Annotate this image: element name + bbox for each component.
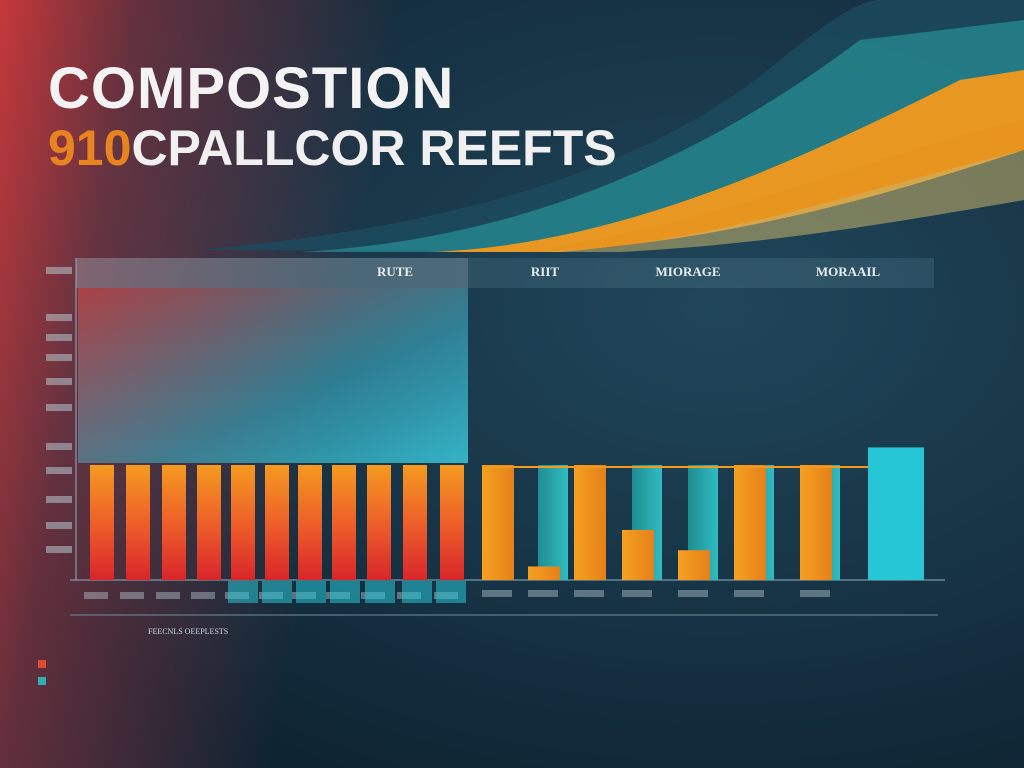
header-label: MIORAGE [656,264,721,279]
legend-item [38,673,698,689]
x-tick-label [191,592,215,599]
bar-base-highlight [228,581,258,603]
bar-left [197,465,221,580]
y-tick-label [46,404,72,411]
legend [38,656,698,690]
bar-right-orange [482,465,514,580]
bar-right-orange [528,566,560,580]
bar-left [332,465,356,580]
bar-base-highlight [365,581,395,603]
bar-left [403,465,427,580]
x-tick-label [678,590,708,597]
y-tick-label [46,443,72,450]
bar-left [367,465,391,580]
bar-right-teal [538,465,568,580]
y-tick-label [46,522,72,529]
x-tick-label [800,590,830,597]
chart-header-band [76,258,934,288]
y-tick-label [46,354,72,361]
bar-base-highlight [436,581,466,603]
y-tick-label [46,378,72,385]
bar-left [231,465,255,580]
legend-swatch [38,677,46,685]
y-tick-label [46,467,72,474]
header-label: MORAAIL [816,264,881,279]
title-line-1: COMPOSTION [48,56,455,121]
y-tick-label [46,314,72,321]
bar-base-highlight [330,581,360,603]
x-tick-label [528,590,558,597]
title-block: COMPOSTION 910CPALLCOR REEFTS [48,56,617,177]
title-text: CPALLCOR REEFTS [131,120,617,176]
chart-header-left [76,258,468,288]
x-tick-label [84,592,108,599]
bar-left [126,465,150,580]
bar-left [90,465,114,580]
bar-base-highlight [296,581,326,603]
bar-left [265,465,289,580]
chart-highlight-panel [78,288,468,463]
header-label: RIIT [531,264,560,279]
x-tick-label [734,590,764,597]
y-tick-label [46,267,72,274]
chart-subtitle: FEECNLS OEEPLESTS [148,627,228,636]
x-tick-label [622,590,652,597]
bar-base-highlight [262,581,292,603]
x-tick-label [482,590,512,597]
x-tick-label [156,592,180,599]
x-tick-label [574,590,604,597]
bar-left [440,465,464,580]
bar-right-orange [678,550,710,580]
y-tick-label [46,334,72,341]
y-tick-label [46,546,72,553]
bar-right-extra [868,447,924,580]
title-line-2: 910CPALLCOR REEFTS [48,120,617,176]
bar-right-orange [734,465,766,580]
legend-item [38,656,698,672]
bar-base-highlight [402,581,432,603]
y-tick-label [46,496,72,503]
bar-right-orange [574,465,606,580]
header-label: RUTE [377,264,413,279]
bar-left [162,465,186,580]
x-tick-label [120,592,144,599]
legend-swatch [38,660,46,668]
bar-left [298,465,322,580]
bar-right-orange [800,465,832,580]
title-number: 910 [48,120,132,176]
bar-right-orange [622,529,654,580]
